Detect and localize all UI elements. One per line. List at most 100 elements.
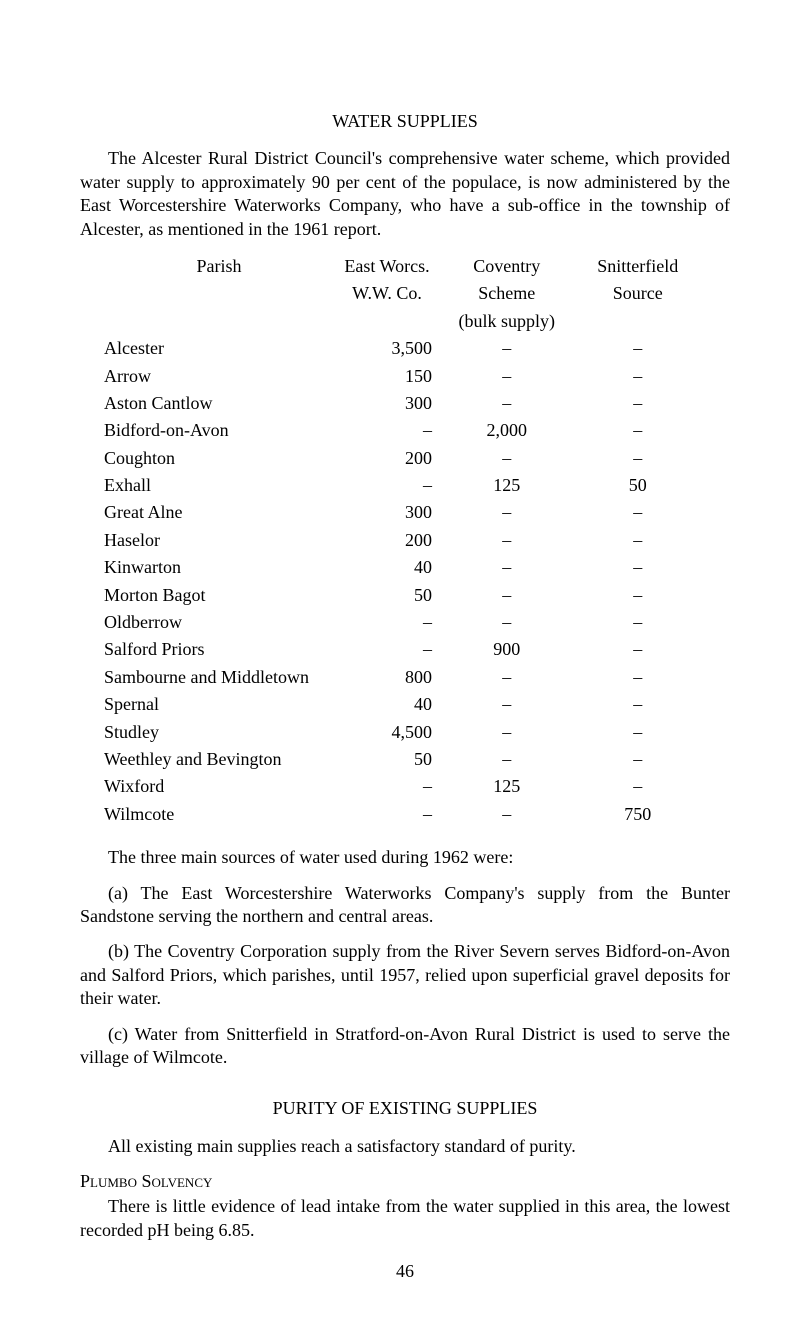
table-row: Bidford-on-Avon–2,000– bbox=[100, 417, 698, 444]
snitterfield-cell: 750 bbox=[578, 801, 699, 828]
intro-paragraph: The Alcester Rural District Council's co… bbox=[80, 147, 730, 241]
water-supply-table: Parish East Worcs. Coventry Snitterfield… bbox=[100, 253, 698, 828]
parish-cell: Weethley and Bevington bbox=[100, 746, 338, 773]
source-b: (b) The Coventry Corporation supply from… bbox=[80, 940, 730, 1010]
eastworcs-cell: 300 bbox=[338, 390, 436, 417]
snitterfield-cell: – bbox=[578, 746, 699, 773]
col-eastworcs-l2: W.W. Co. bbox=[338, 280, 436, 307]
coventry-cell: 900 bbox=[436, 636, 578, 663]
parish-cell: Studley bbox=[100, 719, 338, 746]
parish-cell: Oldberrow bbox=[100, 609, 338, 636]
snitterfield-cell: – bbox=[578, 417, 699, 444]
coventry-cell: – bbox=[436, 445, 578, 472]
purity-paragraph: All existing main supplies reach a satis… bbox=[80, 1135, 730, 1158]
coventry-cell: – bbox=[436, 609, 578, 636]
table-row: Arrow150–– bbox=[100, 363, 698, 390]
parish-cell: Aston Cantlow bbox=[100, 390, 338, 417]
coventry-cell: – bbox=[436, 390, 578, 417]
table-row: Kinwarton40–– bbox=[100, 554, 698, 581]
plumbo-paragraph: There is little evidence of lead intake … bbox=[80, 1195, 730, 1242]
snitterfield-cell: – bbox=[578, 499, 699, 526]
table-row: Aston Cantlow300–– bbox=[100, 390, 698, 417]
coventry-cell: – bbox=[436, 363, 578, 390]
page: WATER SUPPLIES The Alcester Rural Distri… bbox=[0, 0, 800, 1344]
col-eastworcs-l1: East Worcs. bbox=[338, 253, 436, 280]
col-snitterfield-l2: Source bbox=[578, 280, 699, 307]
parish-cell: Kinwarton bbox=[100, 554, 338, 581]
source-c: (c) Water from Snitterfield in Stratford… bbox=[80, 1023, 730, 1070]
eastworcs-cell: 50 bbox=[338, 746, 436, 773]
snitterfield-cell: – bbox=[578, 527, 699, 554]
parish-cell: Exhall bbox=[100, 472, 338, 499]
table-row: Great Alne300–– bbox=[100, 499, 698, 526]
eastworcs-cell: 50 bbox=[338, 582, 436, 609]
snitterfield-cell: – bbox=[578, 554, 699, 581]
snitterfield-cell: – bbox=[578, 636, 699, 663]
parish-cell: Great Alne bbox=[100, 499, 338, 526]
table-row: Weethley and Bevington50–– bbox=[100, 746, 698, 773]
table-row: Salford Priors–900– bbox=[100, 636, 698, 663]
table-row: Coughton200–– bbox=[100, 445, 698, 472]
coventry-cell: 2,000 bbox=[436, 417, 578, 444]
plumbo-heading: Plumbo Solvency bbox=[80, 1170, 730, 1193]
parish-cell: Sambourne and Middletown bbox=[100, 664, 338, 691]
coventry-cell: – bbox=[436, 691, 578, 718]
table-row: Sambourne and Middletown800–– bbox=[100, 664, 698, 691]
snitterfield-cell: – bbox=[578, 390, 699, 417]
snitterfield-cell: – bbox=[578, 582, 699, 609]
snitterfield-cell: – bbox=[578, 664, 699, 691]
table-row: Exhall–12550 bbox=[100, 472, 698, 499]
table-row: Studley4,500–– bbox=[100, 719, 698, 746]
coventry-cell: 125 bbox=[436, 472, 578, 499]
eastworcs-cell: 40 bbox=[338, 554, 436, 581]
coventry-cell: – bbox=[436, 554, 578, 581]
eastworcs-cell: 200 bbox=[338, 527, 436, 554]
coventry-cell: – bbox=[436, 527, 578, 554]
snitterfield-cell: – bbox=[578, 609, 699, 636]
eastworcs-cell: 3,500 bbox=[338, 335, 436, 362]
snitterfield-cell: – bbox=[578, 445, 699, 472]
coventry-cell: – bbox=[436, 582, 578, 609]
parish-cell: Salford Priors bbox=[100, 636, 338, 663]
page-number: 46 bbox=[80, 1260, 730, 1283]
coventry-cell: – bbox=[436, 746, 578, 773]
snitterfield-cell: – bbox=[578, 691, 699, 718]
eastworcs-cell: – bbox=[338, 472, 436, 499]
col-coventry-l3: (bulk supply) bbox=[436, 308, 578, 335]
eastworcs-cell: 200 bbox=[338, 445, 436, 472]
table-row: Spernal40–– bbox=[100, 691, 698, 718]
sources-intro: The three main sources of water used dur… bbox=[80, 846, 730, 869]
col-snitterfield-l1: Snitterfield bbox=[578, 253, 699, 280]
snitterfield-cell: – bbox=[578, 363, 699, 390]
coventry-cell: – bbox=[436, 801, 578, 828]
eastworcs-cell: – bbox=[338, 609, 436, 636]
parish-cell: Morton Bagot bbox=[100, 582, 338, 609]
eastworcs-cell: – bbox=[338, 801, 436, 828]
parish-cell: Wilmcote bbox=[100, 801, 338, 828]
parish-cell: Coughton bbox=[100, 445, 338, 472]
col-parish: Parish bbox=[100, 253, 338, 335]
table-row: Wixford–125– bbox=[100, 773, 698, 800]
snitterfield-cell: – bbox=[578, 719, 699, 746]
eastworcs-cell: 800 bbox=[338, 664, 436, 691]
eastworcs-cell: – bbox=[338, 417, 436, 444]
snitterfield-cell: – bbox=[578, 335, 699, 362]
table-row: Morton Bagot50–– bbox=[100, 582, 698, 609]
parish-cell: Haselor bbox=[100, 527, 338, 554]
eastworcs-cell: 4,500 bbox=[338, 719, 436, 746]
parish-cell: Wixford bbox=[100, 773, 338, 800]
parish-cell: Spernal bbox=[100, 691, 338, 718]
col-coventry-l2: Scheme bbox=[436, 280, 578, 307]
coventry-cell: – bbox=[436, 499, 578, 526]
coventry-cell: – bbox=[436, 719, 578, 746]
col-coventry-l1: Coventry bbox=[436, 253, 578, 280]
parish-cell: Bidford-on-Avon bbox=[100, 417, 338, 444]
table-row: Wilmcote––750 bbox=[100, 801, 698, 828]
coventry-cell: – bbox=[436, 664, 578, 691]
table-row: Alcester3,500–– bbox=[100, 335, 698, 362]
eastworcs-cell: 150 bbox=[338, 363, 436, 390]
source-a: (a) The East Worcestershire Waterworks C… bbox=[80, 882, 730, 929]
parish-cell: Arrow bbox=[100, 363, 338, 390]
table-row: Haselor200–– bbox=[100, 527, 698, 554]
snitterfield-cell: 50 bbox=[578, 472, 699, 499]
